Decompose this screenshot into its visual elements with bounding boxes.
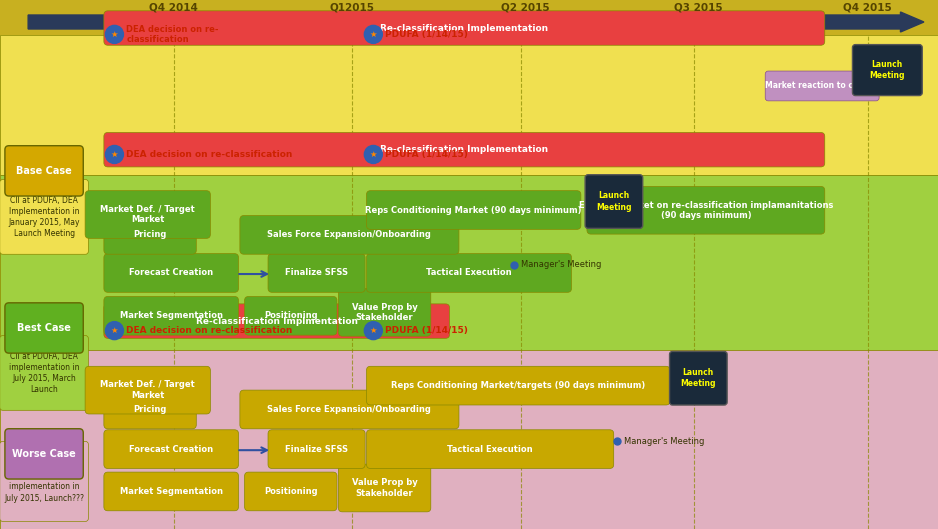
FancyArrow shape <box>28 12 924 32</box>
Text: Tactical Execution: Tactical Execution <box>447 444 533 454</box>
Text: Forecast Creation: Forecast Creation <box>129 268 213 278</box>
FancyBboxPatch shape <box>5 428 83 479</box>
FancyBboxPatch shape <box>765 71 879 101</box>
Text: Q4 2015: Q4 2015 <box>843 3 892 13</box>
Text: Base Case: Base Case <box>16 166 72 176</box>
Circle shape <box>364 145 383 163</box>
FancyBboxPatch shape <box>245 296 337 335</box>
FancyBboxPatch shape <box>853 44 922 96</box>
Circle shape <box>364 322 383 340</box>
FancyBboxPatch shape <box>104 215 196 254</box>
Text: ★: ★ <box>111 30 118 39</box>
Text: Re-classification Implementation: Re-classification Implementation <box>380 145 549 154</box>
Text: DEA decision on re-classification: DEA decision on re-classification <box>127 326 293 335</box>
FancyBboxPatch shape <box>0 175 938 350</box>
Circle shape <box>364 25 383 43</box>
Text: ★: ★ <box>111 326 118 335</box>
FancyBboxPatch shape <box>5 303 83 353</box>
FancyBboxPatch shape <box>587 186 825 234</box>
FancyBboxPatch shape <box>367 190 581 230</box>
Text: Value Prop by
Stakeholder: Value Prop by Stakeholder <box>352 478 417 498</box>
Text: Value Prop by
Stakeholder: Value Prop by Stakeholder <box>352 303 417 322</box>
Text: Launch
Meeting: Launch Meeting <box>870 60 905 80</box>
FancyBboxPatch shape <box>0 35 938 175</box>
FancyBboxPatch shape <box>104 390 196 429</box>
Text: Market Segmentation: Market Segmentation <box>120 487 222 496</box>
Circle shape <box>105 322 124 340</box>
FancyBboxPatch shape <box>240 390 459 429</box>
Text: Market Def. / Target
Market: Market Def. / Target Market <box>100 380 195 400</box>
Text: PDUFA (1/14/15): PDUFA (1/14/15) <box>386 30 468 39</box>
Text: ★: ★ <box>370 30 377 39</box>
FancyBboxPatch shape <box>0 0 938 35</box>
Text: Reps Conditioning Market (90 days minimum): Reps Conditioning Market (90 days minimu… <box>366 205 582 215</box>
Text: Manager's Meeting: Manager's Meeting <box>624 436 704 446</box>
Text: Re-classification Implmentation: Re-classification Implmentation <box>196 316 357 326</box>
FancyBboxPatch shape <box>5 145 83 196</box>
FancyBboxPatch shape <box>585 175 643 229</box>
FancyBboxPatch shape <box>367 366 670 405</box>
FancyBboxPatch shape <box>104 253 238 293</box>
Text: CII at PDUFA, DEA
Implementation in
January 2015, May
Launch Meeting: CII at PDUFA, DEA Implementation in Janu… <box>8 196 80 238</box>
FancyBboxPatch shape <box>0 179 88 254</box>
FancyBboxPatch shape <box>104 296 238 335</box>
Text: Launch
Meeting: Launch Meeting <box>681 368 716 388</box>
Text: Market Segmentation: Market Segmentation <box>120 311 222 321</box>
FancyBboxPatch shape <box>104 132 825 167</box>
Text: ★: ★ <box>370 326 377 335</box>
Text: Q12015: Q12015 <box>329 3 374 13</box>
FancyBboxPatch shape <box>0 335 88 411</box>
Text: ★: ★ <box>370 150 377 159</box>
Text: PDUFA (1/14/15): PDUFA (1/14/15) <box>386 326 468 335</box>
Text: Worse Case: Worse Case <box>12 449 76 459</box>
FancyBboxPatch shape <box>367 253 571 293</box>
Text: CII at PDUFA, DEA
implementation in
July 2015, March
Launch: CII at PDUFA, DEA implementation in July… <box>8 352 80 394</box>
Text: Tactical Execution: Tactical Execution <box>426 268 512 278</box>
Text: DEA decision on re-
classification: DEA decision on re- classification <box>127 25 219 44</box>
FancyBboxPatch shape <box>268 430 365 469</box>
Text: Sales Force Expansion/Onboarding: Sales Force Expansion/Onboarding <box>267 230 431 240</box>
FancyBboxPatch shape <box>245 472 337 511</box>
FancyBboxPatch shape <box>339 464 431 512</box>
FancyBboxPatch shape <box>339 288 431 336</box>
Text: Best Case: Best Case <box>17 323 71 333</box>
Text: Q3 2015: Q3 2015 <box>674 3 723 13</box>
FancyBboxPatch shape <box>0 441 88 522</box>
Text: Forecast Creation: Forecast Creation <box>129 444 213 454</box>
Text: Q4 2014: Q4 2014 <box>149 3 198 13</box>
FancyBboxPatch shape <box>104 304 449 339</box>
FancyBboxPatch shape <box>268 253 365 293</box>
FancyBboxPatch shape <box>367 430 613 469</box>
FancyBboxPatch shape <box>104 11 825 45</box>
FancyBboxPatch shape <box>85 366 210 414</box>
FancyBboxPatch shape <box>0 350 938 529</box>
Text: Positioning: Positioning <box>264 487 318 496</box>
Text: Launch
Meeting: Launch Meeting <box>597 191 631 212</box>
FancyBboxPatch shape <box>104 430 238 469</box>
Text: PDUFA (1/14/15): PDUFA (1/14/15) <box>386 150 468 159</box>
FancyBboxPatch shape <box>670 351 727 405</box>
Text: Pricing: Pricing <box>133 405 167 414</box>
Text: Finalize SFSS: Finalize SFSS <box>285 268 348 278</box>
FancyBboxPatch shape <box>240 215 459 254</box>
Text: Sales Force Expansion/Onboarding: Sales Force Expansion/Onboarding <box>267 405 431 414</box>
Text: Reps Conditioning Market/targets (90 days minimum): Reps Conditioning Market/targets (90 day… <box>391 381 645 390</box>
Text: Educate market on re-classification implamanitations
(90 days minimum): Educate market on re-classification impl… <box>579 200 833 220</box>
Circle shape <box>105 145 124 163</box>
Text: Manager's Meeting: Manager's Meeting <box>521 260 601 269</box>
Text: Q2 2015: Q2 2015 <box>501 3 550 13</box>
Text: CII at PDUFA,
DEA
implementation in
July 2015, Launch???: CII at PDUFA, DEA implementation in July… <box>4 460 84 503</box>
Text: Market reaction to change: Market reaction to change <box>764 81 880 90</box>
FancyBboxPatch shape <box>85 190 210 239</box>
Text: Market Def. / Target
Market: Market Def. / Target Market <box>100 205 195 224</box>
Text: Re-classification Implementation: Re-classification Implementation <box>380 23 549 33</box>
FancyBboxPatch shape <box>104 472 238 511</box>
Text: Positioning: Positioning <box>264 311 318 321</box>
Circle shape <box>105 25 124 43</box>
Text: Finalize SFSS: Finalize SFSS <box>285 444 348 454</box>
Text: DEA decision on re-classification: DEA decision on re-classification <box>127 150 293 159</box>
Text: ★: ★ <box>111 150 118 159</box>
Text: Pricing: Pricing <box>133 230 167 240</box>
